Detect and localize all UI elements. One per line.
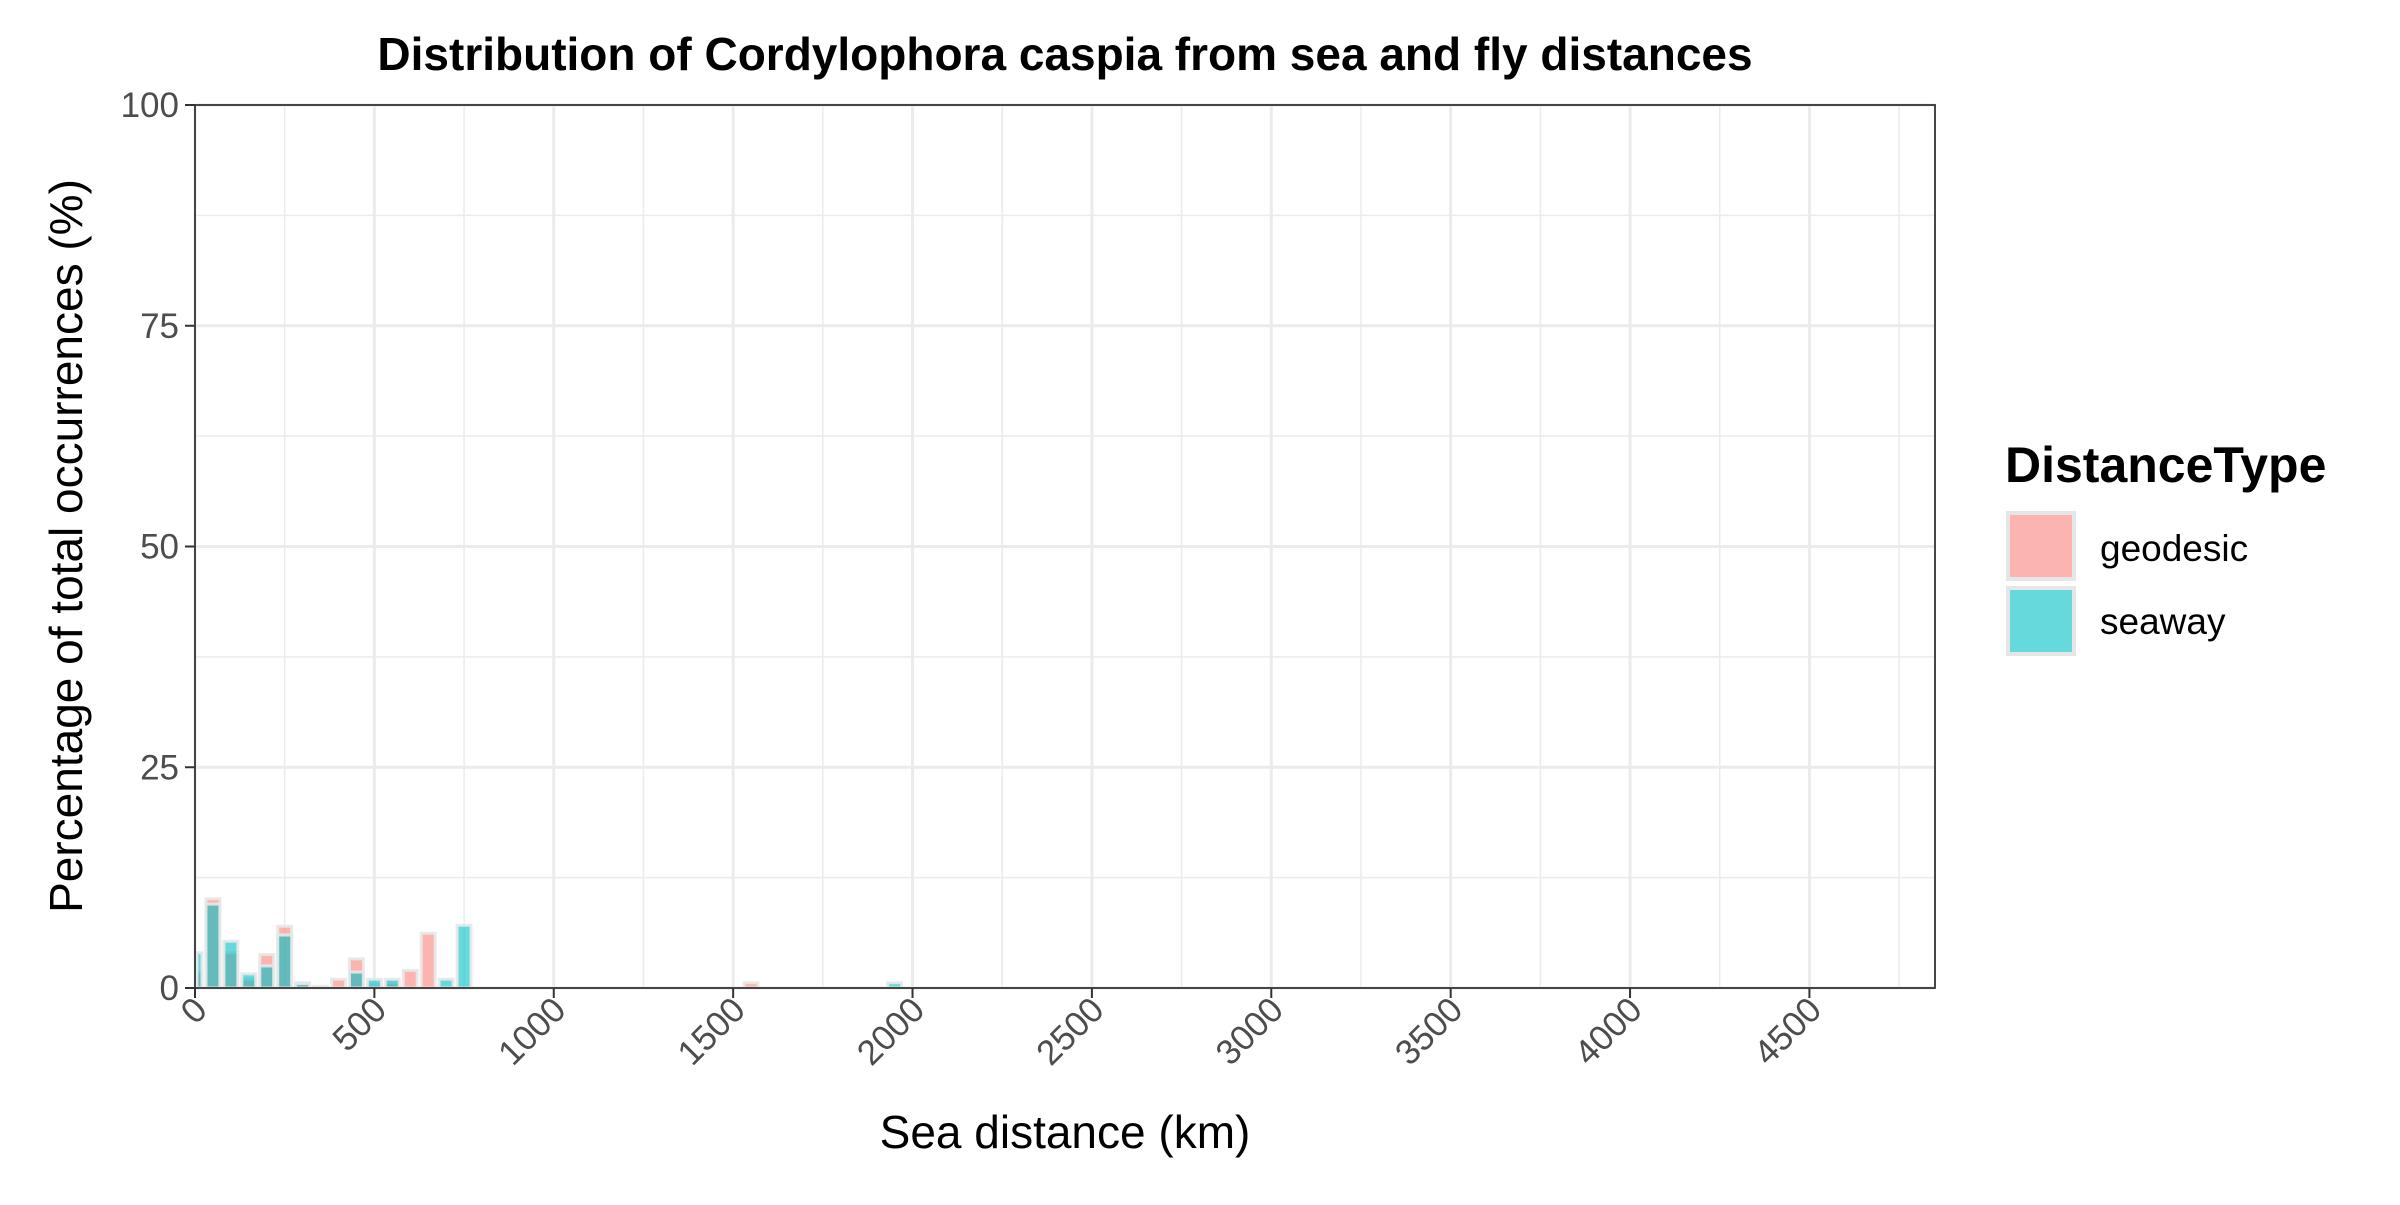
bar-geodesic	[401, 968, 419, 990]
bar-seaway	[258, 964, 276, 990]
y-tick-label: 25	[140, 748, 179, 787]
y-axis-title: Percentage of total occurrences (%)	[40, 179, 92, 913]
y-tick-label: 100	[121, 86, 179, 125]
legend-key-seaway	[2006, 586, 2076, 656]
bar-seaway	[204, 902, 222, 990]
bar-seaway	[347, 970, 365, 990]
x-axis-title: Sea distance (km)	[880, 1106, 1251, 1158]
bar-geodesic	[419, 931, 437, 990]
bar-geodesic	[330, 977, 347, 990]
bar-seaway	[222, 939, 240, 990]
bars-layer	[195, 897, 904, 990]
legend-title: DistanceType	[2005, 437, 2326, 493]
y-tick-label: 50	[140, 528, 179, 567]
y-tick-label: 75	[140, 307, 179, 346]
bar-seaway	[455, 923, 473, 990]
bar-seaway	[383, 977, 401, 990]
y-tick-label: 0	[160, 969, 179, 1008]
bar-seaway	[365, 977, 383, 990]
legend-label-seaway: seaway	[2100, 601, 2226, 642]
legend-label-geodesic: geodesic	[2100, 528, 2248, 569]
legend-key-geodesic	[2006, 511, 2076, 581]
chart-title: Distribution of Cordylophora caspia from…	[377, 28, 1752, 80]
bar-seaway	[195, 951, 204, 990]
bar-seaway	[240, 972, 258, 990]
bar-seaway	[437, 977, 455, 990]
bar-seaway	[276, 933, 294, 990]
legend: DistanceType geodesic seaway	[2005, 437, 2326, 656]
grid-layer	[193, 103, 1935, 990]
